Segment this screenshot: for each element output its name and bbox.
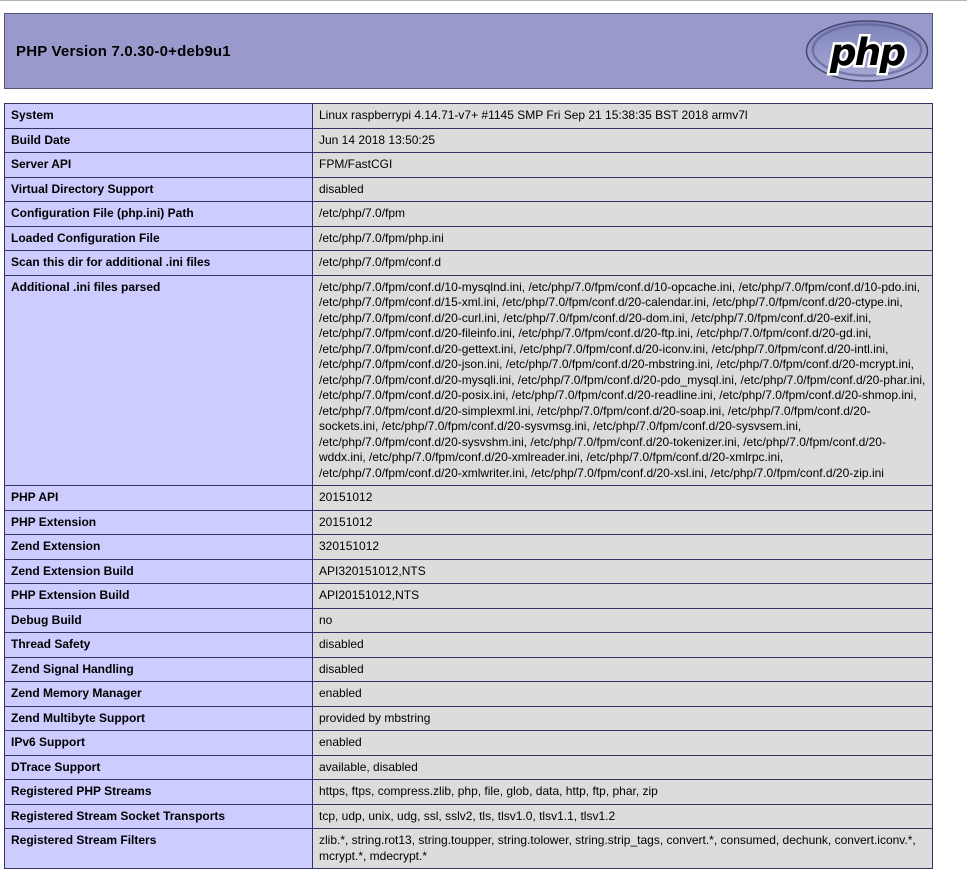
- row-label: Zend Signal Handling: [4, 656, 313, 682]
- row-label: Registered Stream Filters: [4, 828, 313, 869]
- row-label: Registered Stream Socket Transports: [4, 803, 313, 829]
- row-value: 20151012: [312, 485, 933, 511]
- table-row: System Linux raspberrypi 4.14.71-v7+ #11…: [4, 103, 933, 129]
- row-value: enabled: [312, 730, 933, 756]
- row-label: System: [4, 103, 313, 129]
- row-value: https, ftps, compress.zlib, php, file, g…: [312, 779, 933, 805]
- table-row: Virtual Directory Support disabled: [4, 176, 933, 202]
- row-value: FPM/FastCGI: [312, 152, 933, 178]
- phpinfo-header: PHP Version 7.0.30-0+deb9u1 php: [4, 13, 933, 89]
- table-row: Configuration File (php.ini) Path /etc/p…: [4, 201, 933, 227]
- table-row: Zend Multibyte Support provided by mbstr…: [4, 705, 933, 731]
- table-row: PHP Extension Build API20151012,NTS: [4, 583, 933, 609]
- php-logo-icon: php: [803, 18, 931, 84]
- table-row: Zend Extension 320151012: [4, 534, 933, 560]
- row-label: Zend Memory Manager: [4, 681, 313, 707]
- table-row: Zend Memory Manager enabled: [4, 681, 933, 707]
- table-row: PHP API 20151012: [4, 485, 933, 511]
- row-label: Registered PHP Streams: [4, 779, 313, 805]
- row-label: Additional .ini files parsed: [4, 274, 313, 486]
- table-row: Thread Safety disabled: [4, 632, 933, 658]
- page-top-rule: [0, 0, 967, 1]
- table-row: PHP Extension 20151012: [4, 509, 933, 535]
- row-value: Linux raspberrypi 4.14.71-v7+ #1145 SMP …: [312, 103, 933, 129]
- row-label: Build Date: [4, 127, 313, 153]
- row-label: Zend Extension Build: [4, 558, 313, 584]
- row-value: /etc/php/7.0/fpm/conf.d/10-mysqlnd.ini, …: [312, 274, 933, 486]
- page-title: PHP Version 7.0.30-0+deb9u1: [16, 42, 231, 60]
- row-value: enabled: [312, 681, 933, 707]
- table-row: Loaded Configuration File /etc/php/7.0/f…: [4, 225, 933, 251]
- php-logo-text: php: [829, 30, 905, 74]
- table-row: IPv6 Support enabled: [4, 730, 933, 756]
- row-value: no: [312, 607, 933, 633]
- row-label: PHP Extension Build: [4, 583, 313, 609]
- table-row: DTrace Support available, disabled: [4, 754, 933, 780]
- row-value: Jun 14 2018 13:50:25: [312, 127, 933, 153]
- row-value: disabled: [312, 632, 933, 658]
- phpinfo-table: System Linux raspberrypi 4.14.71-v7+ #11…: [4, 103, 933, 869]
- phpinfo-page: PHP Version 7.0.30-0+deb9u1 php System L…: [4, 13, 933, 869]
- row-value: /etc/php/7.0/fpm/conf.d: [312, 250, 933, 276]
- table-row: Registered PHP Streams https, ftps, comp…: [4, 779, 933, 805]
- table-row: Additional .ini files parsed /etc/php/7.…: [4, 274, 933, 486]
- row-label: PHP API: [4, 485, 313, 511]
- row-value: disabled: [312, 656, 933, 682]
- table-row: Zend Extension Build API320151012,NTS: [4, 558, 933, 584]
- table-row: Registered Stream Socket Transports tcp,…: [4, 803, 933, 829]
- row-label: IPv6 Support: [4, 730, 313, 756]
- row-value: available, disabled: [312, 754, 933, 780]
- table-row: Registered Stream Filters zlib.*, string…: [4, 828, 933, 869]
- row-label: Debug Build: [4, 607, 313, 633]
- row-label: Server API: [4, 152, 313, 178]
- row-value: /etc/php/7.0/fpm/php.ini: [312, 225, 933, 251]
- row-label: DTrace Support: [4, 754, 313, 780]
- row-label: Loaded Configuration File: [4, 225, 313, 251]
- row-label: Zend Extension: [4, 534, 313, 560]
- row-label: PHP Extension: [4, 509, 313, 535]
- row-value: zlib.*, string.rot13, string.toupper, st…: [312, 828, 933, 869]
- row-value: 20151012: [312, 509, 933, 535]
- row-label: Zend Multibyte Support: [4, 705, 313, 731]
- row-label: Thread Safety: [4, 632, 313, 658]
- table-row: Debug Build no: [4, 607, 933, 633]
- row-value: disabled: [312, 176, 933, 202]
- row-value: tcp, udp, unix, udg, ssl, sslv2, tls, tl…: [312, 803, 933, 829]
- row-value: /etc/php/7.0/fpm: [312, 201, 933, 227]
- table-row: Zend Signal Handling disabled: [4, 656, 933, 682]
- row-value: 320151012: [312, 534, 933, 560]
- table-row: Build Date Jun 14 2018 13:50:25: [4, 127, 933, 153]
- row-value: provided by mbstring: [312, 705, 933, 731]
- row-value: API20151012,NTS: [312, 583, 933, 609]
- row-value: API320151012,NTS: [312, 558, 933, 584]
- row-label: Virtual Directory Support: [4, 176, 313, 202]
- table-row: Scan this dir for additional .ini files …: [4, 250, 933, 276]
- table-row: Server API FPM/FastCGI: [4, 152, 933, 178]
- row-label: Scan this dir for additional .ini files: [4, 250, 313, 276]
- row-label: Configuration File (php.ini) Path: [4, 201, 313, 227]
